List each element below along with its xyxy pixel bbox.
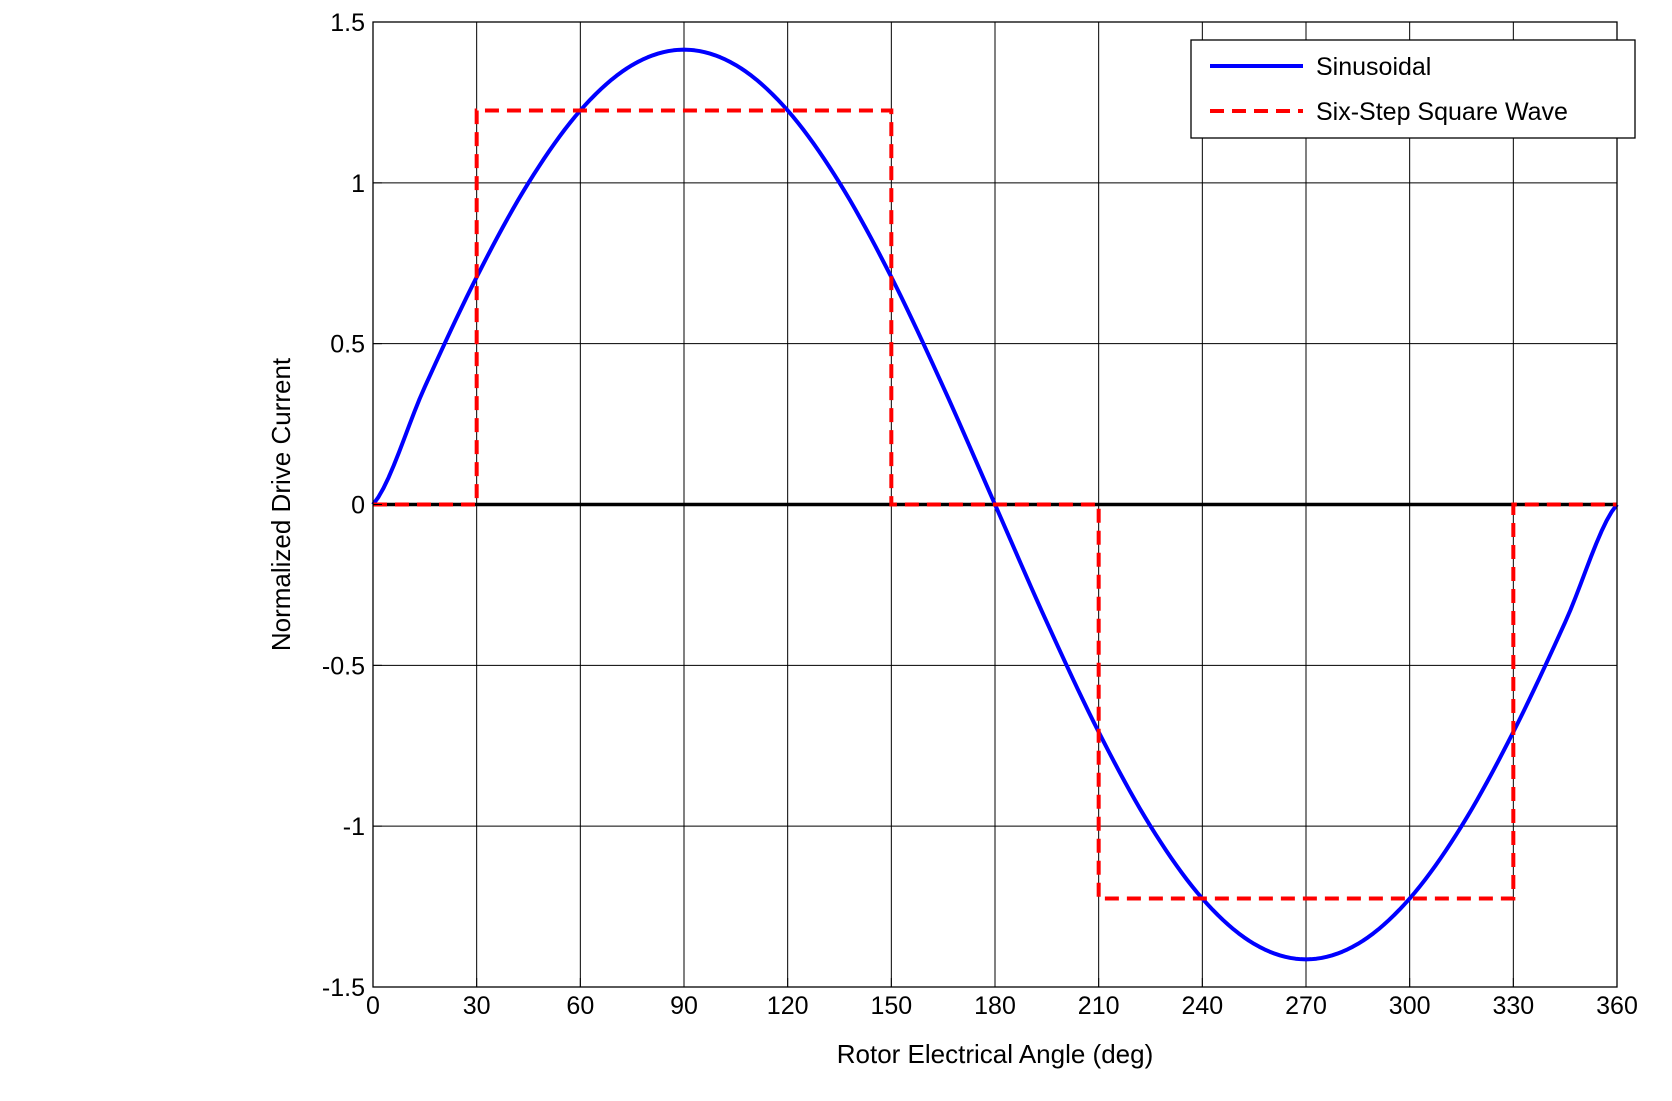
x-tick-label: 0 (366, 992, 380, 1020)
y-tick-label: -1.5 (322, 974, 365, 1002)
x-tick-label: 300 (1389, 992, 1431, 1020)
x-tick-label: 360 (1596, 992, 1638, 1020)
tick-labels: 0 30 60 90 120 150 180 210 240 270 300 330 360 -1.5 -1… (322, 9, 1638, 1020)
series-group (371, 47, 1619, 962)
x-tick-label: 180 (974, 992, 1016, 1020)
x-tick-label: 60 (566, 992, 594, 1020)
x-tick-label: 210 (1078, 992, 1120, 1020)
y-tick-label: 1 (351, 170, 365, 198)
x-tick-label: 30 (463, 992, 491, 1020)
legend-label-six-step-square-wave: Six-Step Square Wave (1316, 98, 1568, 126)
x-tick-label: 240 (1181, 992, 1223, 1020)
x-tick-label: 150 (870, 992, 912, 1020)
x-tick-label: 270 (1285, 992, 1327, 1020)
x-tick-label: 330 (1492, 992, 1534, 1020)
x-tick-label: 90 (670, 992, 698, 1020)
y-tick-label: 0 (351, 492, 365, 520)
y-tick-label: 1.5 (330, 9, 365, 37)
y-tick-label: 0.5 (330, 331, 365, 359)
y-tick-label: -0.5 (322, 652, 365, 680)
legend-label-sinusoidal: Sinusoidal (1316, 53, 1431, 81)
y-axis-title: Normalized Drive Current (266, 357, 296, 651)
legend: Sinusoidal Six-Step Square Wave (1190, 39, 1636, 139)
legend-box (1190, 39, 1636, 139)
axis-ticks (372, 21, 1618, 988)
x-tick-label: 120 (767, 992, 809, 1020)
y-tick-label: -1 (343, 813, 365, 841)
series-line-six-step-square-wave (373, 108, 1617, 901)
x-axis-title: Rotor Electrical Angle (deg) (837, 1039, 1153, 1069)
